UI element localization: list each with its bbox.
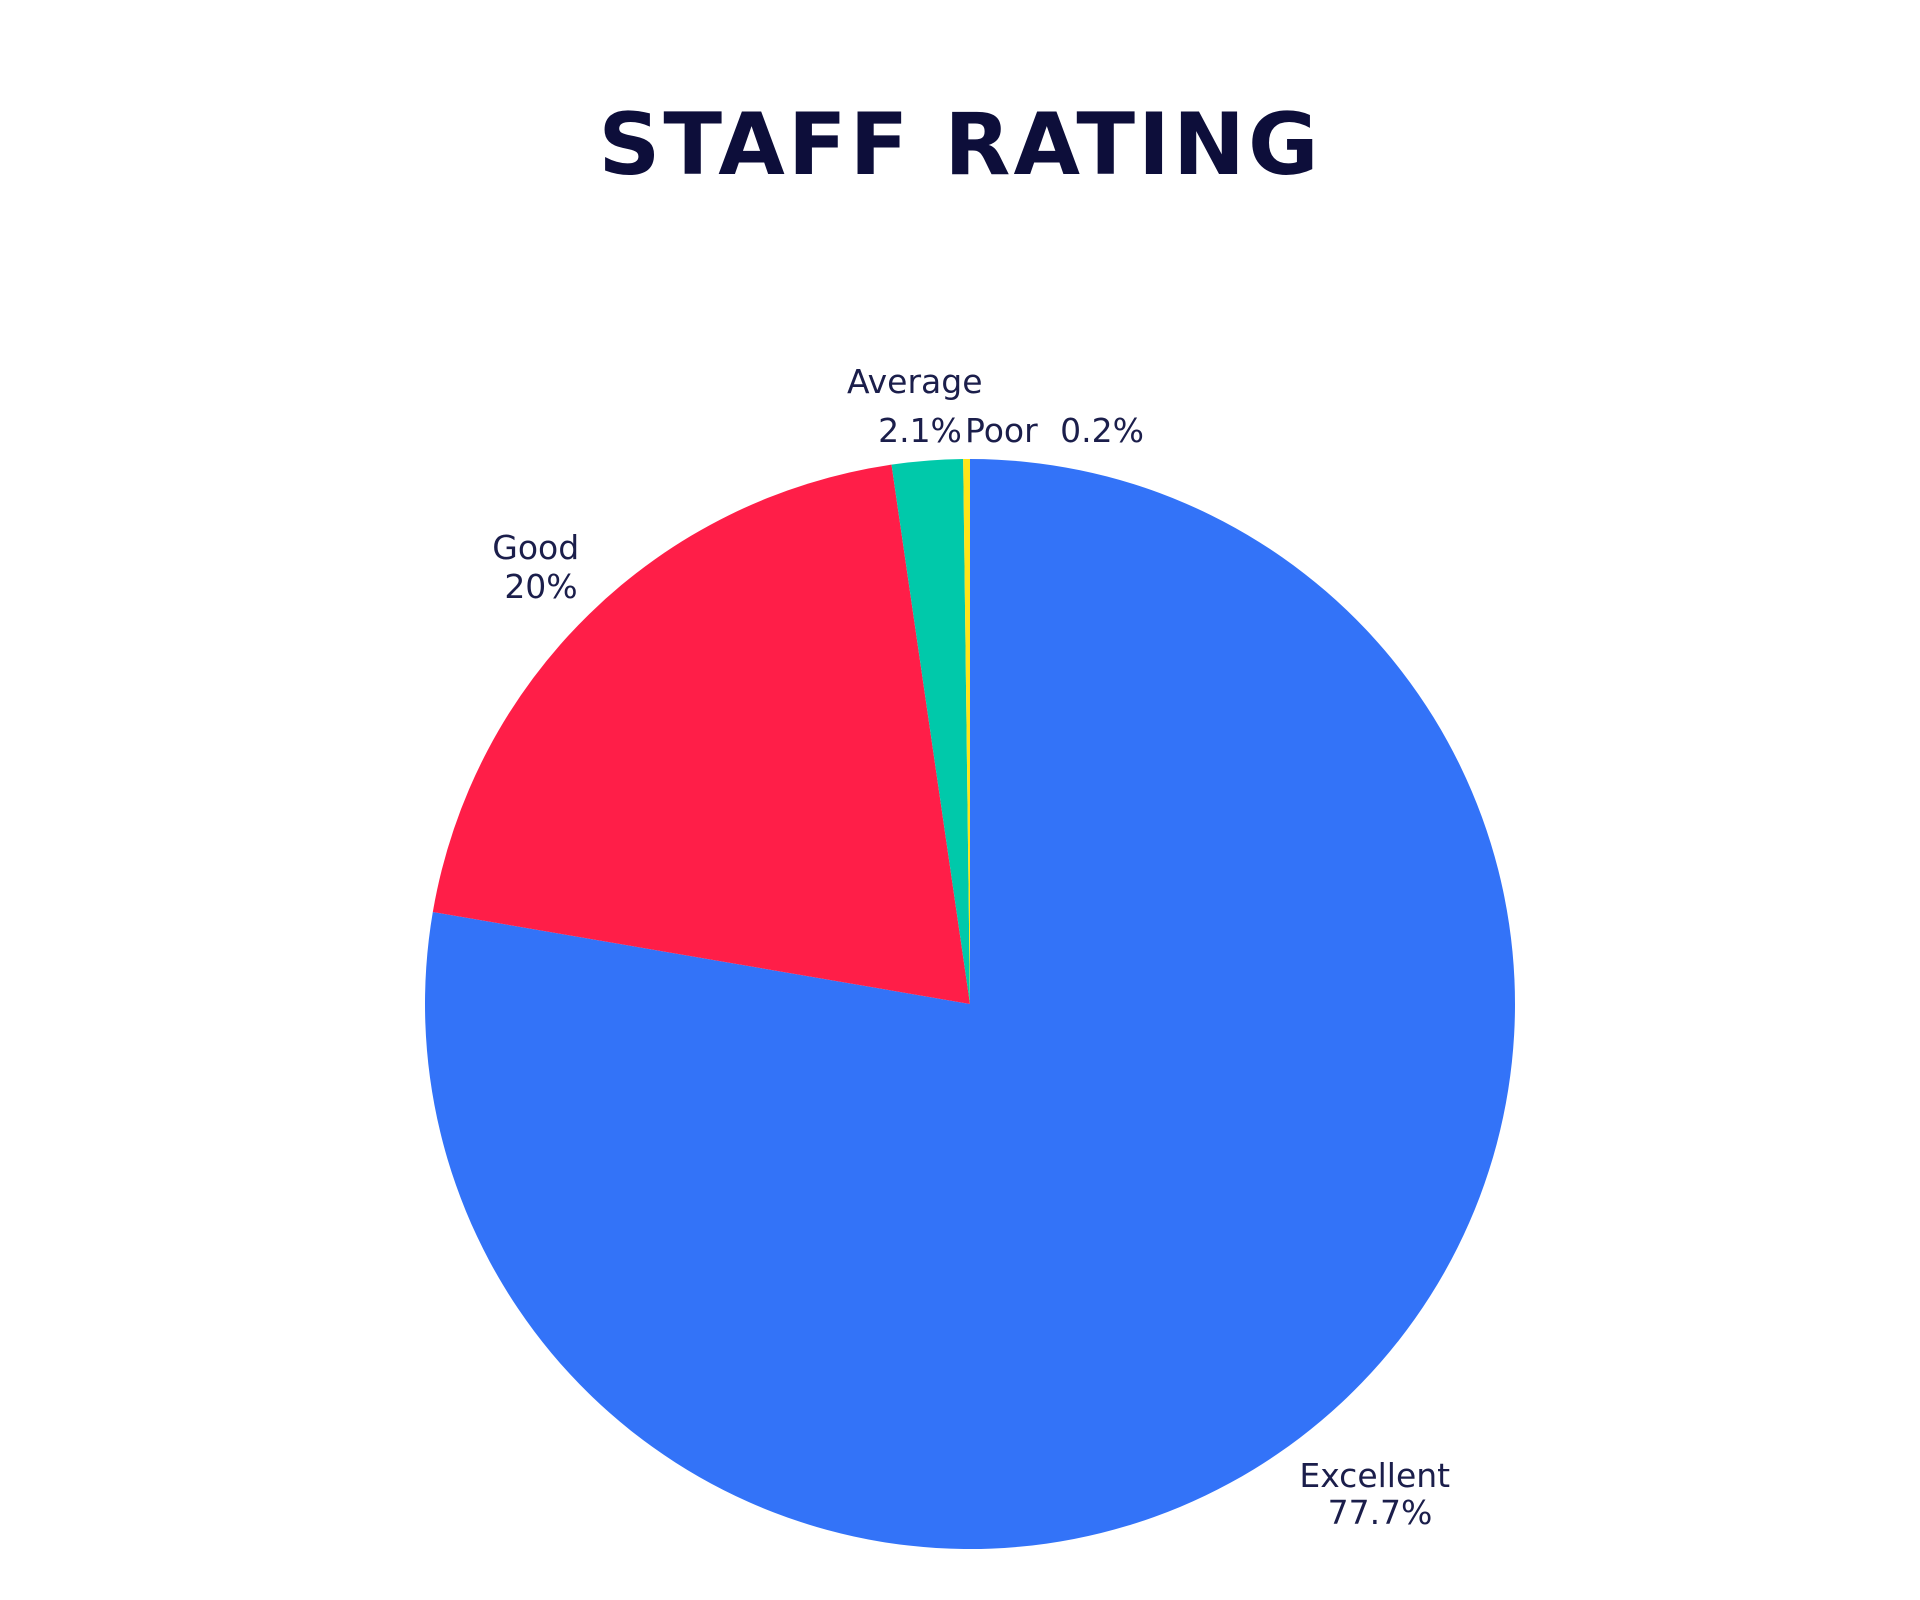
slice-label-poor: Poor 0.2%: [965, 411, 1144, 450]
slice-label-excellent-value: 77.7%: [1328, 1493, 1433, 1532]
pie-slice-poor: [963, 459, 970, 1004]
pie-slice-good: [432, 464, 970, 1004]
slice-label-good: Good 20%: [492, 528, 589, 606]
slice-label-average-value: 2.1%: [878, 411, 962, 450]
slice-label-good-name: Good: [492, 528, 579, 567]
slice-label-good-value: 20%: [504, 567, 577, 606]
slice-label-excellent: Excellent 77.7%: [1299, 1456, 1460, 1532]
slice-label-excellent-name: Excellent: [1299, 1456, 1450, 1495]
pie-slices: [424, 459, 1515, 1549]
slice-label-poor-name: Poor: [965, 411, 1038, 450]
slice-label-poor-value: 0.2%: [1060, 411, 1144, 450]
chart-title: STAFF RATING: [598, 95, 1322, 195]
slice-label-average: Average 2.1%: [847, 362, 993, 450]
slice-labels: Excellent 77.7% Good 20% Average 2.1% Po…: [492, 362, 1460, 1532]
pie-slice-average: [891, 459, 970, 1004]
slice-label-average-name: Average: [847, 362, 983, 401]
